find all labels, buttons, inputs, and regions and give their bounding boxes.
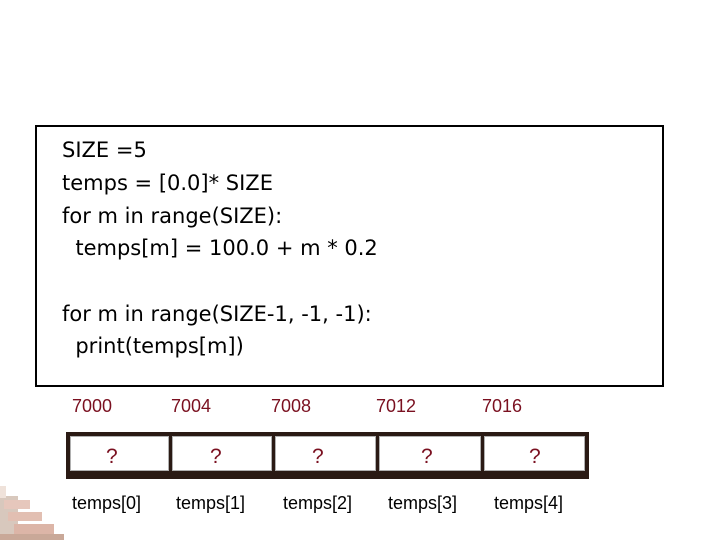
address-1: 7004	[171, 396, 212, 416]
array-cell-0	[70, 436, 169, 471]
cell-value-2: ?	[312, 445, 324, 468]
code-line-1: SIZE =5	[62, 138, 147, 162]
array-cell-4	[484, 436, 585, 471]
address-2: 7008	[271, 396, 312, 416]
cell-value-1: ?	[210, 445, 222, 468]
code-line-6: print(temps[m])	[62, 334, 244, 358]
array-cell-2	[275, 436, 376, 471]
cell-value-0: ?	[106, 445, 118, 468]
deco-block	[8, 512, 42, 521]
array-cell-1	[172, 436, 272, 471]
code-line-5: for m in range(SIZE-1, -1, -1):	[62, 302, 372, 326]
index-label-0: temps[0]	[72, 493, 142, 513]
cell-value-3: ?	[421, 445, 433, 468]
code-box: SIZE =5 temps = [0.0]* SIZE for m in ran…	[35, 125, 664, 387]
cell-value-4: ?	[529, 445, 541, 468]
index-label-4: temps[4]	[494, 493, 564, 513]
code-line-3: for m in range(SIZE):	[62, 204, 283, 228]
deco-block	[0, 534, 64, 540]
deco-block	[0, 486, 6, 498]
code-line-2: temps = [0.0]* SIZE	[62, 171, 273, 195]
index-label-3: temps[3]	[388, 493, 458, 513]
array-cell-3	[379, 436, 481, 471]
address-3: 7012	[376, 396, 417, 416]
address-0: 7000	[72, 396, 113, 416]
index-label-1: temps[1]	[176, 493, 246, 513]
deco-block	[14, 524, 54, 534]
address-4: 7016	[482, 396, 523, 416]
memory-array	[66, 432, 589, 479]
code-line-4: temps[m] = 100.0 + m * 0.2	[62, 236, 378, 260]
decorative-blocks	[0, 486, 64, 540]
deco-block	[4, 500, 30, 509]
index-label-2: temps[2]	[283, 493, 353, 513]
